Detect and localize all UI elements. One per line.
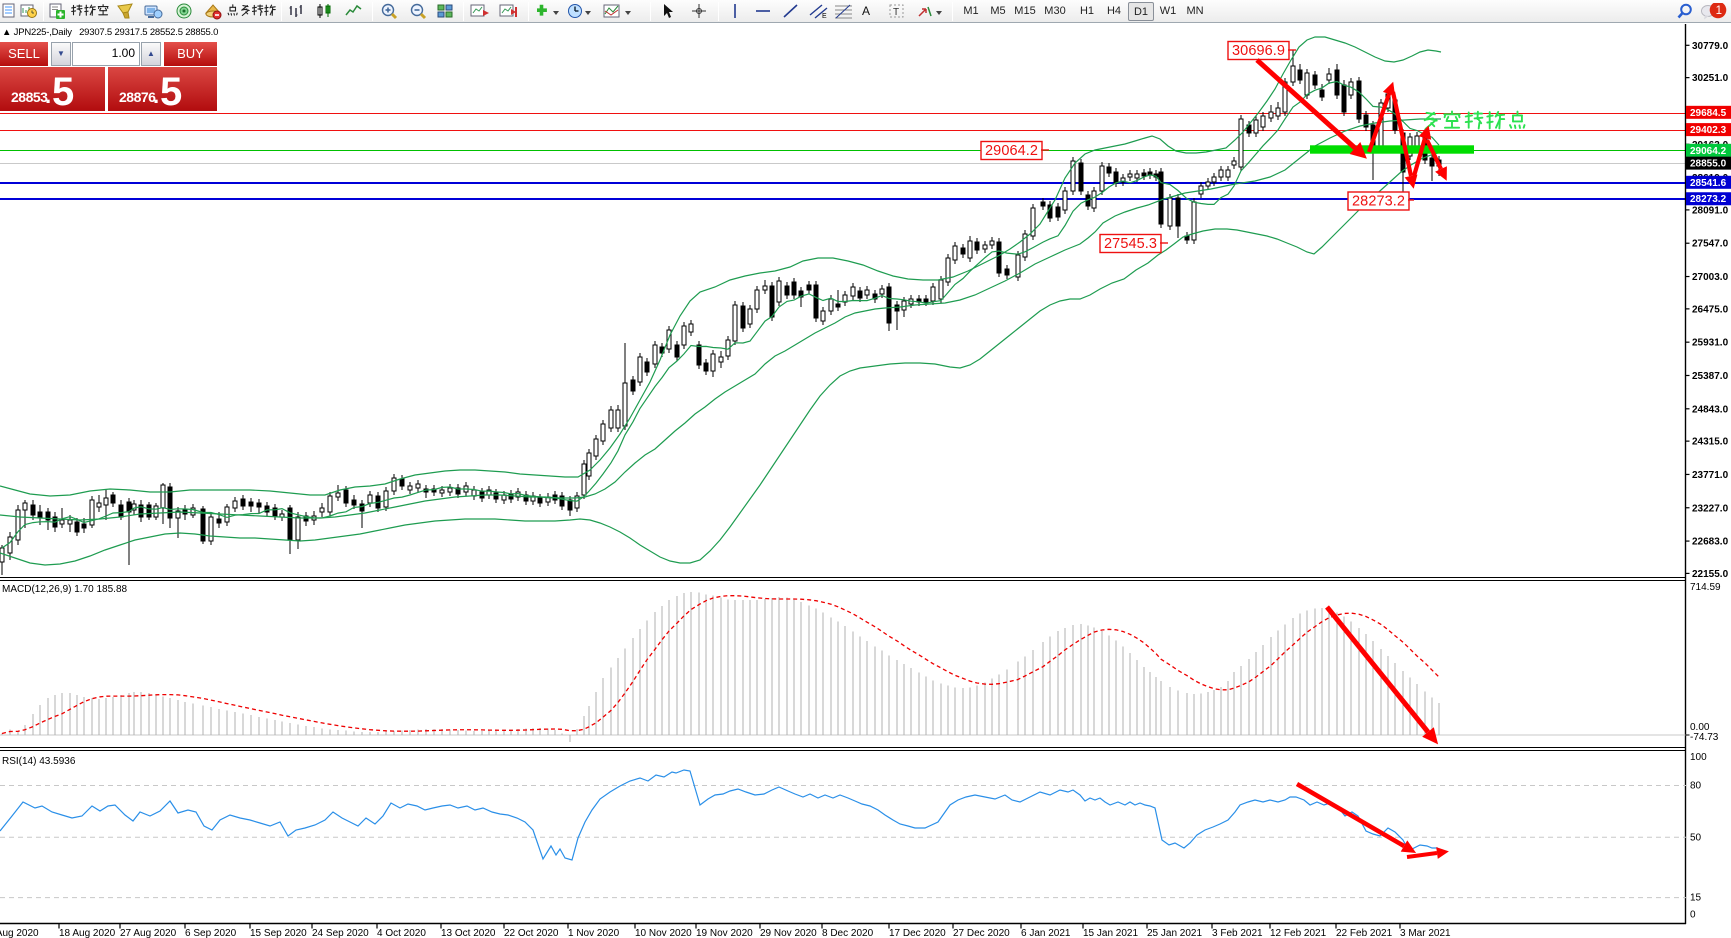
- svg-text:28855.0: 28855.0: [1690, 159, 1727, 170]
- svg-text:24315.0: 24315.0: [1692, 437, 1729, 448]
- svg-text:25 Jan 2021: 25 Jan 2021: [1147, 928, 1202, 938]
- svg-text:30251.0: 30251.0: [1692, 73, 1729, 84]
- svg-text:T: T: [893, 7, 899, 18]
- svg-text:100: 100: [1690, 752, 1707, 763]
- svg-text:25931.0: 25931.0: [1692, 338, 1729, 349]
- svg-text:10 Nov 2020: 10 Nov 2020: [635, 928, 692, 938]
- svg-text:28273.2: 28273.2: [1352, 194, 1405, 210]
- svg-text:29 Nov 2020: 29 Nov 2020: [760, 928, 817, 938]
- svg-text:13 Oct 2020: 13 Oct 2020: [441, 928, 496, 938]
- svg-text:27545.3: 27545.3: [1104, 236, 1157, 252]
- svg-text:19 Nov 2020: 19 Nov 2020: [696, 928, 753, 938]
- svg-text:12 Feb 2021: 12 Feb 2021: [1270, 928, 1327, 938]
- svg-text:RSI(14) 43.5936: RSI(14) 43.5936: [2, 756, 76, 767]
- svg-text:15 Jan 2021: 15 Jan 2021: [1083, 928, 1138, 938]
- svg-text:80: 80: [1690, 781, 1702, 792]
- svg-text:17 Dec 2020: 17 Dec 2020: [889, 928, 946, 938]
- svg-text:25387.0: 25387.0: [1692, 371, 1729, 382]
- svg-text:27003.0: 27003.0: [1692, 272, 1729, 283]
- svg-text:29402.3: 29402.3: [1690, 125, 1727, 136]
- svg-text:29064.2: 29064.2: [1690, 146, 1727, 157]
- svg-text:6 Sep 2020: 6 Sep 2020: [185, 928, 237, 938]
- svg-text:22 Feb 2021: 22 Feb 2021: [1336, 928, 1393, 938]
- svg-text:15 Sep 2020: 15 Sep 2020: [250, 928, 307, 938]
- svg-text:22155.0: 22155.0: [1692, 569, 1729, 580]
- svg-text:4 Oct 2020: 4 Oct 2020: [377, 928, 426, 938]
- svg-text:24843.0: 24843.0: [1692, 404, 1729, 415]
- svg-text:6 Aug 2020: 6 Aug 2020: [0, 928, 39, 938]
- svg-text:27547.0: 27547.0: [1692, 239, 1729, 250]
- svg-text:1 Nov 2020: 1 Nov 2020: [568, 928, 620, 938]
- svg-text:30696.9: 30696.9: [1232, 43, 1285, 59]
- svg-text:8 Dec 2020: 8 Dec 2020: [822, 928, 874, 938]
- svg-text:0.00: 0.00: [1690, 722, 1710, 733]
- svg-text:6 Jan 2021: 6 Jan 2021: [1021, 928, 1071, 938]
- svg-text:22 Oct 2020: 22 Oct 2020: [504, 928, 559, 938]
- svg-text:28091.0: 28091.0: [1692, 205, 1729, 216]
- svg-text:E: E: [822, 13, 827, 20]
- svg-text:27 Aug 2020: 27 Aug 2020: [120, 928, 177, 938]
- svg-text:24 Sep 2020: 24 Sep 2020: [312, 928, 369, 938]
- svg-text:26475.0: 26475.0: [1692, 304, 1729, 315]
- svg-text:0: 0: [1690, 910, 1696, 921]
- svg-text:714.59: 714.59: [1690, 582, 1721, 593]
- svg-text:30779.0: 30779.0: [1692, 41, 1729, 52]
- svg-text:3 Feb 2021: 3 Feb 2021: [1212, 928, 1263, 938]
- svg-text:27 Dec 2020: 27 Dec 2020: [953, 928, 1010, 938]
- svg-text:-74.73: -74.73: [1690, 732, 1719, 743]
- svg-text:1: 1: [1716, 5, 1722, 17]
- svg-text:50: 50: [1690, 832, 1702, 843]
- svg-text:3 Mar 2021: 3 Mar 2021: [1400, 928, 1451, 938]
- svg-text:MACD(12,26,9) 1.70 185.88: MACD(12,26,9) 1.70 185.88: [2, 584, 128, 595]
- svg-text:29064.2: 29064.2: [985, 143, 1038, 159]
- svg-text:29684.5: 29684.5: [1690, 108, 1727, 119]
- svg-text:18 Aug 2020: 18 Aug 2020: [59, 928, 116, 938]
- svg-text:28273.2: 28273.2: [1690, 194, 1727, 205]
- svg-text:28541.6: 28541.6: [1690, 178, 1727, 189]
- svg-text:22683.0: 22683.0: [1692, 537, 1729, 548]
- svg-text:23227.0: 23227.0: [1692, 503, 1729, 514]
- svg-text:15: 15: [1690, 893, 1702, 904]
- svg-text:23771.0: 23771.0: [1692, 470, 1729, 481]
